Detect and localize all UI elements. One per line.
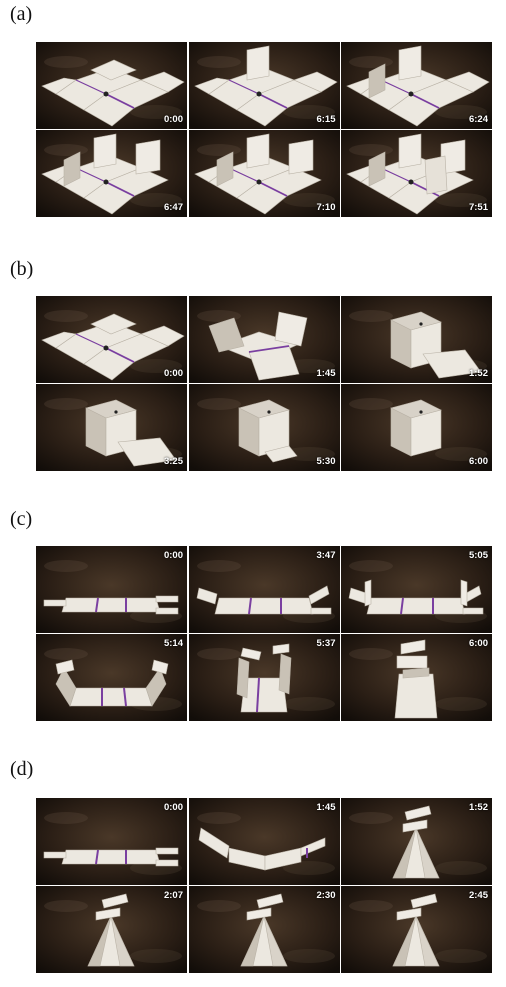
frame-timestamp: 5:14 xyxy=(163,638,183,649)
frame-photo xyxy=(341,886,492,973)
video-frame: 7:51 xyxy=(341,130,492,217)
video-frame: 5:37 xyxy=(188,634,340,721)
panel-c-label: (c) xyxy=(10,508,33,530)
frame-photo xyxy=(188,130,340,217)
frame-photo xyxy=(36,546,187,633)
frame-photo xyxy=(188,42,340,129)
frame-timestamp: 1:52 xyxy=(468,368,488,379)
video-frame: 0:00 xyxy=(36,798,187,885)
frame-timestamp: 0:00 xyxy=(163,114,183,125)
frame-photo xyxy=(341,634,492,721)
video-frame: 6:15 xyxy=(188,42,340,129)
video-frame: 0:00 xyxy=(36,546,187,633)
video-frame: 7:10 xyxy=(188,130,340,217)
video-frame: 5:14 xyxy=(36,634,187,721)
frame-timestamp: 1:52 xyxy=(468,802,488,813)
frame-timestamp: 5:30 xyxy=(316,456,336,467)
video-frame: 1:45 xyxy=(188,296,340,383)
video-frame: 2:07 xyxy=(36,886,187,973)
frame-timestamp: 0:00 xyxy=(163,368,183,379)
frame-timestamp: 0:00 xyxy=(163,802,183,813)
video-frame: 5:30 xyxy=(188,384,340,471)
panel-b-grid: 0:00 1:45 1:52 3:25 5:30 6:00 xyxy=(36,296,492,471)
frame-timestamp: 6:47 xyxy=(163,202,183,213)
frame-timestamp: 6:00 xyxy=(468,456,488,467)
video-frame: 6:00 xyxy=(341,384,492,471)
frame-photo xyxy=(341,130,492,217)
frame-timestamp: 5:37 xyxy=(316,638,336,649)
video-frame: 1:45 xyxy=(188,798,340,885)
frame-photo xyxy=(341,384,492,471)
frame-photo xyxy=(341,296,492,383)
frame-timestamp: 6:15 xyxy=(316,114,336,125)
frame-photo xyxy=(36,296,187,383)
frame-timestamp: 6:00 xyxy=(468,638,488,649)
frame-timestamp: 7:51 xyxy=(468,202,488,213)
frame-photo xyxy=(36,130,187,217)
video-frame: 1:52 xyxy=(341,296,492,383)
frame-photo xyxy=(188,384,340,471)
frame-photo xyxy=(188,798,340,885)
panel-c-grid: 0:00 3:47 5:05 5:14 5:37 6:00 xyxy=(36,546,492,721)
video-frame: 3:47 xyxy=(188,546,340,633)
frame-photo xyxy=(36,798,187,885)
video-frame: 6:00 xyxy=(341,634,492,721)
frame-photo xyxy=(341,546,492,633)
frame-photo xyxy=(188,546,340,633)
frame-photo xyxy=(36,384,187,471)
video-frame: 0:00 xyxy=(36,296,187,383)
frame-photo xyxy=(36,886,187,973)
panel-a-label: (a) xyxy=(10,3,33,25)
frame-photo xyxy=(188,634,340,721)
frame-photo xyxy=(188,296,340,383)
frame-timestamp: 1:45 xyxy=(316,368,336,379)
video-frame: 0:00 xyxy=(36,42,187,129)
frame-timestamp: 7:10 xyxy=(316,202,336,213)
frame-timestamp: 2:07 xyxy=(163,890,183,901)
video-frame: 2:30 xyxy=(188,886,340,973)
video-frame: 6:24 xyxy=(341,42,492,129)
frame-timestamp: 1:45 xyxy=(316,802,336,813)
frame-timestamp: 3:25 xyxy=(163,456,183,467)
video-frame: 2:45 xyxy=(341,886,492,973)
frame-photo xyxy=(188,886,340,973)
frame-photo xyxy=(36,634,187,721)
video-frame: 3:25 xyxy=(36,384,187,471)
video-frame: 6:47 xyxy=(36,130,187,217)
frame-timestamp: 6:24 xyxy=(468,114,488,125)
frame-timestamp: 2:30 xyxy=(316,890,336,901)
panel-d-label: (d) xyxy=(10,758,34,780)
frame-photo xyxy=(36,42,187,129)
frame-timestamp: 5:05 xyxy=(468,550,488,561)
panel-a-grid: 0:00 6:15 6:24 6:47 7:10 7:51 xyxy=(36,42,492,217)
video-frame: 5:05 xyxy=(341,546,492,633)
video-frame: 1:52 xyxy=(341,798,492,885)
frame-photo xyxy=(341,42,492,129)
frame-timestamp: 3:47 xyxy=(316,550,336,561)
frame-photo xyxy=(341,798,492,885)
panel-b-label: (b) xyxy=(10,258,34,280)
frame-timestamp: 2:45 xyxy=(468,890,488,901)
frame-timestamp: 0:00 xyxy=(163,550,183,561)
panel-d-grid: 0:00 1:45 1:52 2:07 2:30 2:45 xyxy=(36,798,492,973)
